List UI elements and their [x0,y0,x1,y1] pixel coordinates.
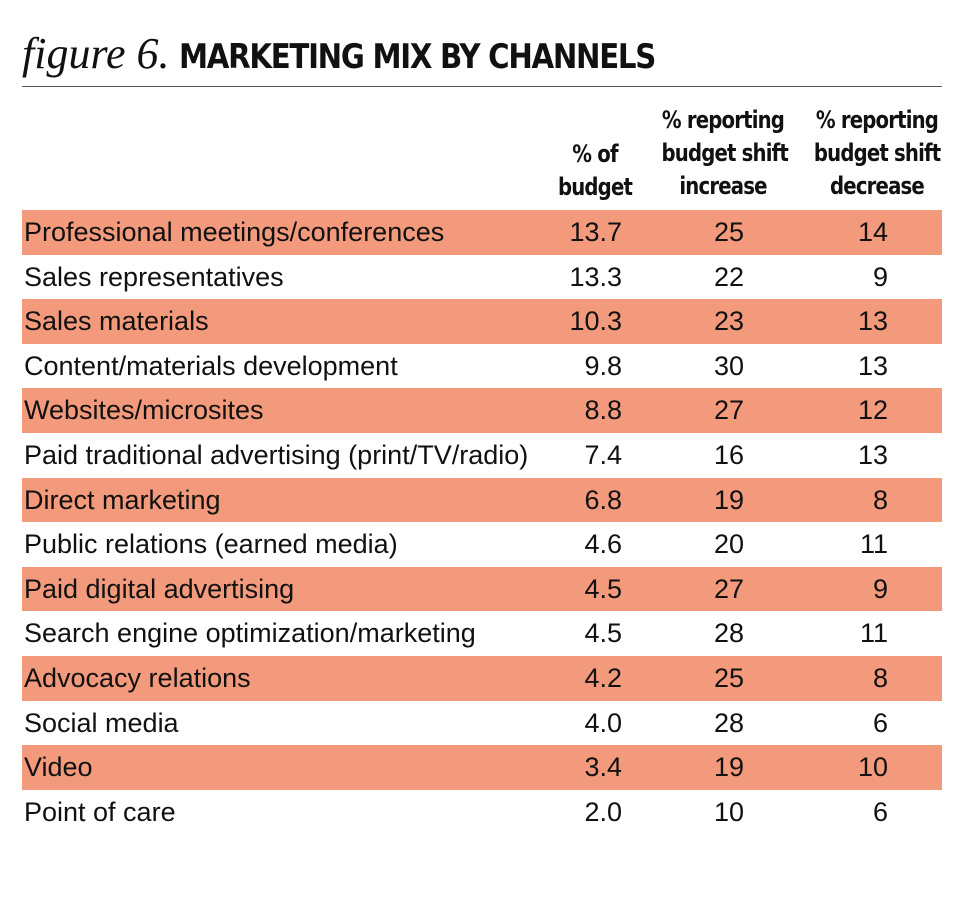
row-budget-value: 4.6 [584,529,622,560]
figure-title: MARKETING MIX BY CHANNELS [179,37,656,77]
column-header-budget: % of budget [540,138,650,204]
figure-label: figure 6. [22,29,170,78]
row-increase-value: 10 [713,796,744,827]
row-budget-value: 2.0 [584,796,622,827]
row-increase-value: 30 [713,350,744,381]
column-header-increase-line-2: budget shift [661,139,789,167]
table-body: Professional meetings/conferences 13.7 2… [22,210,942,834]
column-header-decrease: % reporting budget shift decrease [800,104,954,203]
column-header-decrease-line-3: decrease [830,172,925,200]
title-divider [22,86,942,87]
row-decrease-value: 13 [857,350,888,381]
row-budget-value: 7.4 [584,439,622,470]
table-row: Search engine optimization/marketing 4.5… [22,611,942,656]
row-decrease-value: 11 [859,618,888,649]
row-decrease-value: 8 [872,662,888,693]
row-channel: Video [24,752,93,783]
row-increase-value: 16 [713,439,744,470]
row-decrease-value: 13 [857,306,888,337]
row-budget-value: 3.4 [584,752,622,783]
column-header-decrease-line-1: % reporting [815,106,939,134]
row-increase-value: 25 [713,662,744,693]
row-decrease-value: 6 [872,707,888,738]
row-decrease-value: 9 [872,261,888,292]
row-budget-value: 4.5 [584,618,622,649]
row-budget-value: 13.7 [569,217,622,247]
row-channel: Direct marketing [24,484,221,515]
row-channel: Advocacy relations [24,662,251,693]
row-increase-value: 27 [713,573,744,604]
row-increase-value: 19 [713,484,744,515]
table-row: Sales materials 10.3 23 13 [22,299,942,344]
table-row: Sales representatives 13.3 22 9 [22,255,942,300]
table-row: Professional meetings/conferences 13.7 2… [22,210,942,255]
row-increase-value: 22 [713,261,744,292]
row-decrease-value: 11 [859,529,888,560]
row-channel: Paid digital advertising [24,573,295,604]
row-channel: Professional meetings/conferences [24,217,445,247]
row-budget-value: 9.8 [584,350,622,381]
column-header-increase: % reporting budget shift increase [648,104,798,203]
column-header-increase-line-3: increase [679,172,767,200]
table-row: Social media 4.0 28 6 [22,701,942,746]
row-increase-value: 19 [713,752,744,783]
row-channel: Search engine optimization/marketing [24,618,476,649]
row-budget-value: 13.3 [569,261,622,292]
row-channel: Websites/microsites [24,395,264,426]
row-channel: Content/materials development [24,350,398,381]
table-row: Advocacy relations 4.2 25 8 [22,655,942,701]
row-channel: Sales materials [24,306,209,337]
row-decrease-value: 12 [857,395,888,426]
row-budget-value: 4.2 [584,662,622,693]
row-budget-value: 10.3 [569,306,622,337]
row-channel: Social media [24,707,179,738]
table-row: Public relations (earned media) 4.6 20 1… [22,522,942,567]
table-row: Video 3.4 19 10 [22,745,942,790]
row-budget-value: 8.8 [584,395,622,426]
row-decrease-value: 6 [872,796,888,827]
column-header-decrease-line-2: budget shift [813,139,941,167]
row-channel: Paid traditional advertising (print/TV/r… [24,439,529,470]
row-increase-value: 28 [713,618,744,649]
row-increase-value: 20 [713,529,744,560]
row-decrease-value: 10 [857,752,888,783]
row-channel: Public relations (earned media) [24,529,398,560]
column-header-budget-line-2: budget [557,173,633,201]
row-channel: Sales representatives [24,261,284,292]
table-row: Content/materials development 9.8 30 13 [22,344,942,389]
row-decrease-value: 8 [872,484,888,515]
table-row: Paid digital advertising 4.5 27 9 [22,566,942,612]
row-budget-value: 4.5 [584,573,622,604]
row-decrease-value: 9 [872,573,888,604]
table-row: Point of care 2.0 10 6 [22,790,942,835]
row-increase-value: 23 [713,306,744,337]
row-increase-value: 25 [713,217,744,247]
row-channel: Point of care [24,796,176,827]
table-row: Paid traditional advertising (print/TV/r… [22,433,942,478]
table-row: Websites/microsites 8.8 27 12 [22,388,942,433]
column-header-increase-line-1: % reporting [661,106,785,134]
figure-header: figure 6. MARKETING MIX BY CHANNELS [22,28,952,86]
table-row: Direct marketing 6.8 19 8 [22,477,942,523]
row-decrease-value: 14 [857,217,888,247]
row-increase-value: 27 [713,395,744,426]
column-header-budget-line-1: % of [572,140,618,168]
row-budget-value: 4.0 [584,707,622,738]
row-budget-value: 6.8 [584,484,622,515]
row-decrease-value: 13 [857,439,888,470]
row-increase-value: 28 [713,707,744,738]
